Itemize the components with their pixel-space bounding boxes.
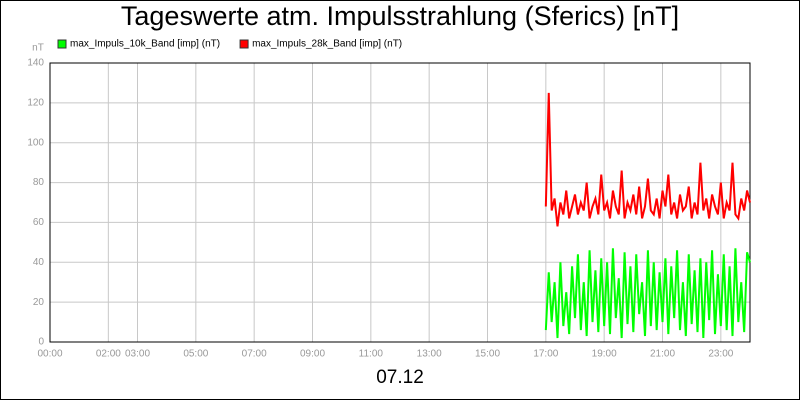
x-tick-label: 09:00 [300, 349, 325, 360]
x-tick-label: 23:00 [708, 349, 733, 360]
legend-label: max_Impuls_10k_Band [imp] (nT) [70, 39, 220, 50]
x-tick-label: 15:00 [475, 349, 500, 360]
y-tick-label: 80 [33, 177, 45, 188]
y-tick-label: 40 [33, 257, 45, 268]
x-tick-label: 11:00 [359, 349, 384, 360]
x-tick-label: 07:00 [242, 349, 267, 360]
y-tick-label: 100 [27, 137, 44, 148]
y-tick-label: 140 [27, 58, 44, 69]
chart-title: Tageswerte atm. Impulsstrahlung (Sferics… [121, 1, 679, 31]
x-tick-label: 17:00 [533, 349, 558, 360]
x-axis-label: 07.12 [376, 367, 424, 388]
y-axis-label: nT [32, 43, 44, 54]
x-tick-label: 19:00 [592, 349, 617, 360]
x-tick-label: 13:00 [417, 349, 442, 360]
y-tick-label: 0 [38, 337, 44, 348]
x-tick-label: 00:00 [37, 349, 62, 360]
y-tick-label: 20 [33, 297, 45, 308]
y-tick-label: 60 [33, 217, 45, 228]
x-tick-label: 21:00 [650, 349, 675, 360]
legend-swatch [57, 39, 67, 49]
y-tick-label: 120 [27, 97, 44, 108]
x-tick-label: 05:00 [183, 349, 208, 360]
legend-label: max_Impuls_28k_Band [imp] (nT) [252, 39, 402, 50]
series-line [544, 248, 751, 339]
legend-swatch [239, 39, 249, 49]
x-tick-label: 02:00 [96, 349, 121, 360]
x-tick-label: 03:00 [125, 349, 150, 360]
series-line [544, 92, 751, 227]
